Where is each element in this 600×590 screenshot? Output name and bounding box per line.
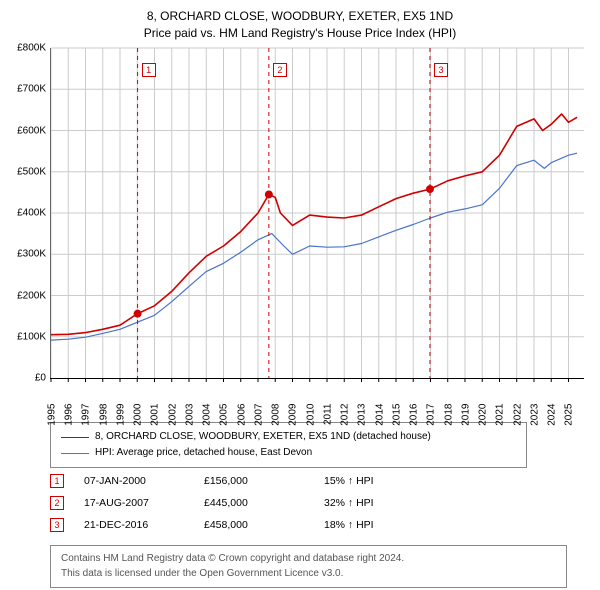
footer-line-2: This data is licensed under the Open Gov… — [61, 567, 556, 582]
plot-svg — [51, 48, 584, 378]
y-tick-label: £300K — [6, 249, 46, 260]
y-tick-label: £100K — [6, 331, 46, 342]
event-row-pct: 32% ↑ HPI — [324, 497, 444, 509]
chart-titles: 8, ORCHARD CLOSE, WOODBURY, EXETER, EX5 … — [0, 0, 600, 42]
event-row-date: 07-JAN-2000 — [84, 475, 204, 487]
x-tick-label: 2021 — [495, 404, 506, 434]
x-tick-label: 2008 — [271, 404, 282, 434]
plot-area — [50, 48, 584, 379]
legend-swatch-0 — [61, 437, 89, 438]
event-row-price: £156,000 — [204, 475, 324, 487]
x-tick-label: 2000 — [133, 404, 144, 434]
title-line-2: Price paid vs. HM Land Registry's House … — [0, 25, 600, 42]
footer-attribution: Contains HM Land Registry data © Crown c… — [50, 545, 567, 588]
y-tick-label: £600K — [6, 125, 46, 136]
x-tick-label: 2018 — [443, 404, 454, 434]
legend-label-1: HPI: Average price, detached house, East… — [95, 445, 312, 461]
x-tick-label: 2013 — [357, 404, 368, 434]
y-tick-label: £700K — [6, 84, 46, 95]
x-tick-label: 2010 — [305, 404, 316, 434]
x-tick-label: 2005 — [219, 404, 230, 434]
legend-row-1: HPI: Average price, detached house, East… — [61, 445, 516, 461]
event-row-idx: 3 — [50, 518, 64, 532]
event-row-idx: 1 — [50, 474, 64, 488]
x-tick-label: 2022 — [512, 404, 523, 434]
event-row: 3 21-DEC-2016£458,00018% ↑ HPI — [50, 514, 444, 536]
x-tick-label: 2017 — [426, 404, 437, 434]
footer-line-1: Contains HM Land Registry data © Crown c… — [61, 552, 556, 567]
x-tick-label: 2002 — [167, 404, 178, 434]
x-tick-label: 2004 — [202, 404, 213, 434]
events-table: 1 07-JAN-2000£156,00015% ↑ HPI 2 17-AUG-200… — [50, 470, 444, 536]
x-tick-label: 1996 — [64, 404, 75, 434]
event-row-pct: 18% ↑ HPI — [324, 519, 444, 531]
event-marker-label: 3 — [434, 63, 448, 77]
x-tick-label: 2016 — [409, 404, 420, 434]
event-row-price: £458,000 — [204, 519, 324, 531]
x-tick-label: 2025 — [564, 404, 575, 434]
event-row-idx: 2 — [50, 496, 64, 510]
x-tick-label: 2009 — [288, 404, 299, 434]
y-tick-label: £400K — [6, 208, 46, 219]
x-tick-label: 2024 — [547, 404, 558, 434]
event-row-price: £445,000 — [204, 497, 324, 509]
event-marker-label: 2 — [273, 63, 287, 77]
y-tick-label: £500K — [6, 166, 46, 177]
x-tick-label: 2015 — [391, 404, 402, 434]
y-tick-label: £0 — [6, 373, 46, 384]
title-line-1: 8, ORCHARD CLOSE, WOODBURY, EXETER, EX5 … — [0, 8, 600, 25]
event-row: 1 07-JAN-2000£156,00015% ↑ HPI — [50, 470, 444, 492]
event-row-date: 17-AUG-2007 — [84, 497, 204, 509]
x-tick-label: 2023 — [529, 404, 540, 434]
x-tick-label: 1998 — [98, 404, 109, 434]
chart-container: { "title_line1": "8, ORCHARD CLOSE, WOOD… — [0, 0, 600, 590]
x-tick-label: 2020 — [478, 404, 489, 434]
y-tick-label: £800K — [6, 43, 46, 54]
event-row: 2 17-AUG-2007£445,00032% ↑ HPI — [50, 492, 444, 514]
x-tick-label: 2007 — [253, 404, 264, 434]
x-tick-label: 2003 — [184, 404, 195, 434]
x-tick-label: 2012 — [340, 404, 351, 434]
y-tick-label: £200K — [6, 290, 46, 301]
event-row-pct: 15% ↑ HPI — [324, 475, 444, 487]
x-tick-label: 2019 — [460, 404, 471, 434]
x-tick-label: 2001 — [150, 404, 161, 434]
x-tick-label: 1999 — [115, 404, 126, 434]
legend-swatch-1 — [61, 453, 89, 454]
event-marker-label: 1 — [142, 63, 156, 77]
event-row-date: 21-DEC-2016 — [84, 519, 204, 531]
x-tick-label: 1997 — [81, 404, 92, 434]
x-tick-label: 1995 — [47, 404, 58, 434]
x-tick-label: 2006 — [236, 404, 247, 434]
x-tick-label: 2014 — [374, 404, 385, 434]
x-tick-label: 2011 — [322, 404, 333, 434]
